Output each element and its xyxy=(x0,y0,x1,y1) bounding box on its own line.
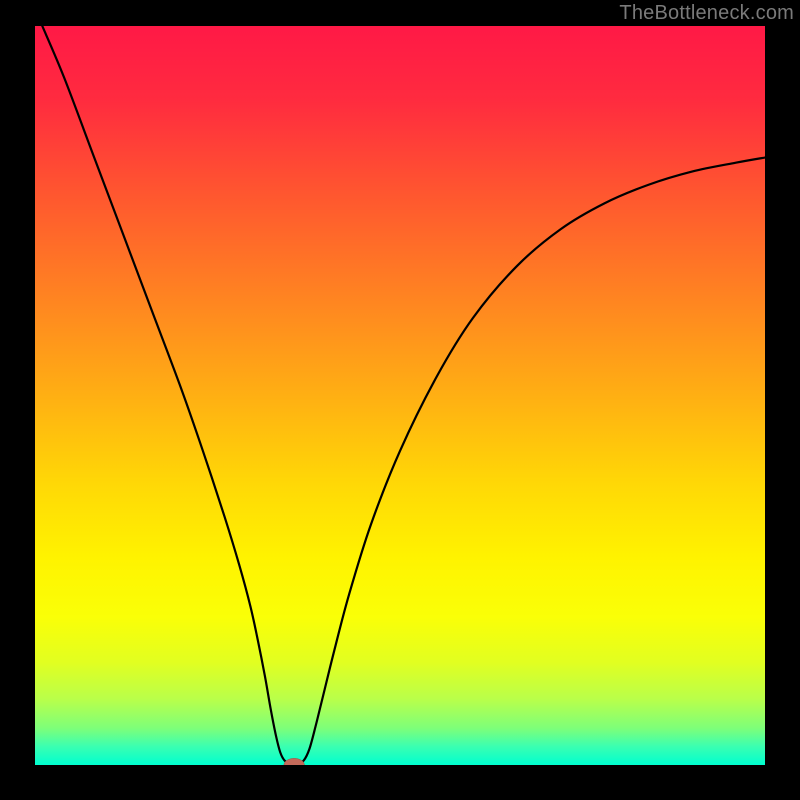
bottleneck-chart xyxy=(0,0,800,800)
chart-plot-background xyxy=(35,26,765,765)
